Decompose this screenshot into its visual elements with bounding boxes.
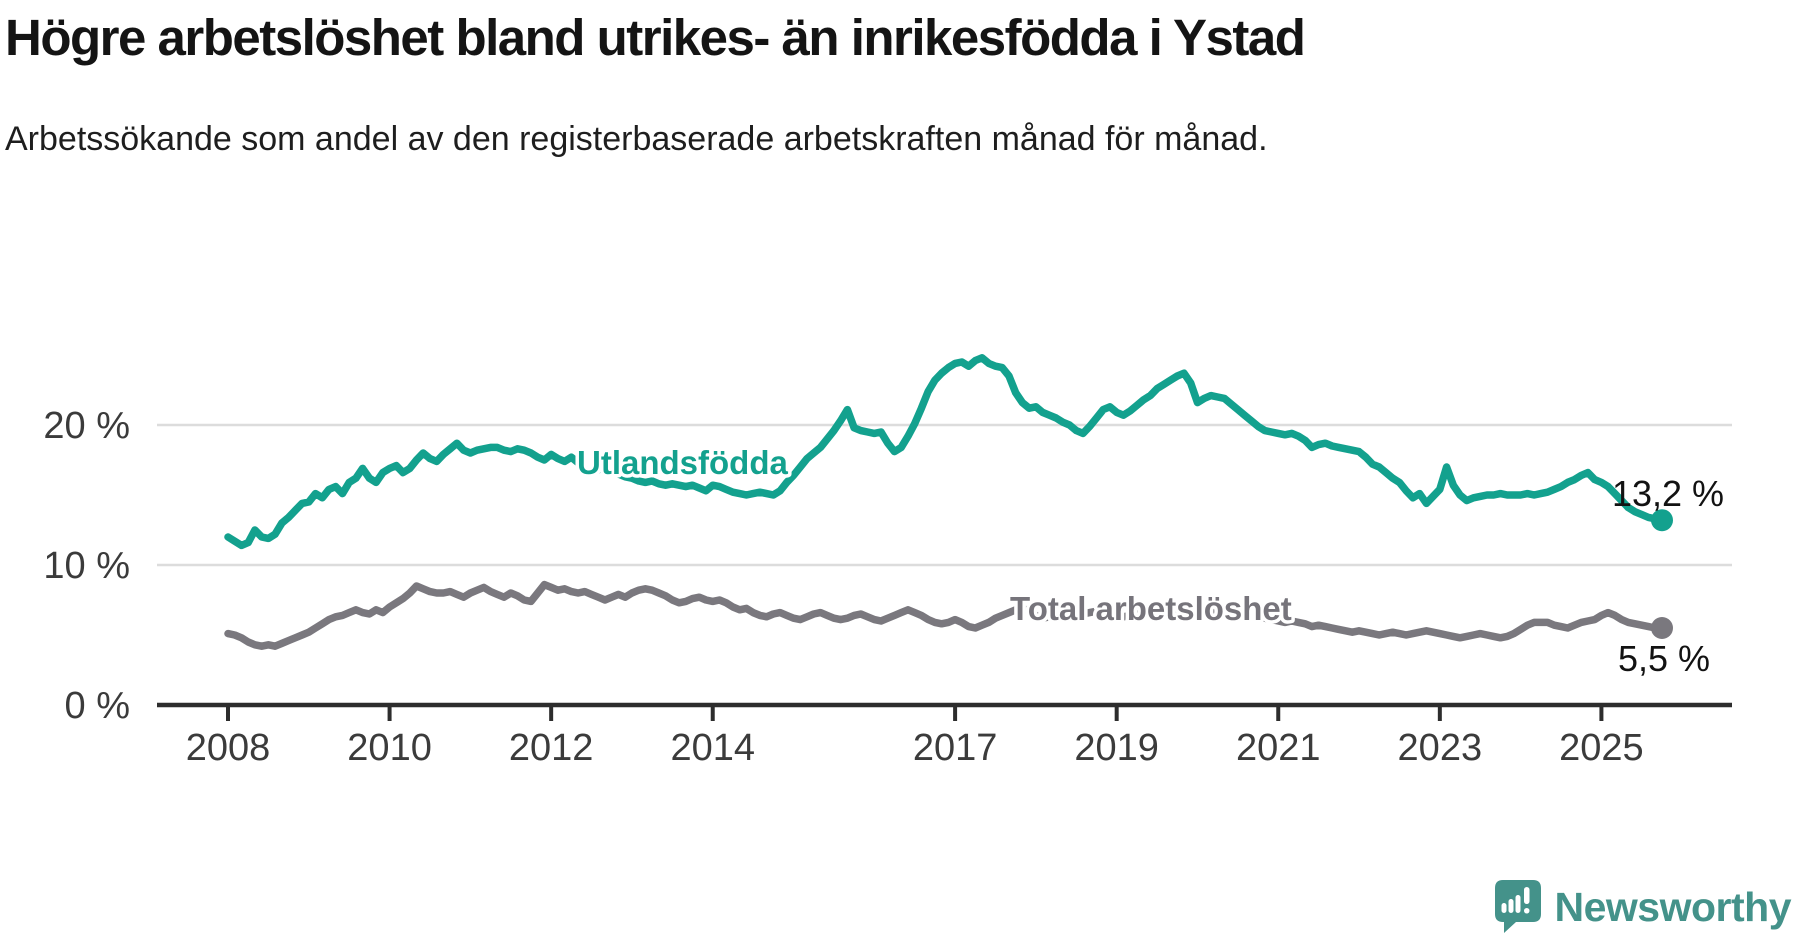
x-axis-tick-label: 2021 <box>1236 727 1321 769</box>
series-label-total: Total arbetslöshet <box>1010 590 1292 627</box>
x-axis-tick-label: 2010 <box>347 727 432 769</box>
y-axis-tick-label: 20 % <box>43 405 130 447</box>
chart-title: Högre arbetslöshet bland utrikes- än inr… <box>5 9 1306 66</box>
x-axis-tick-label: 2012 <box>509 727 594 769</box>
y-axis-tick-label: 10 % <box>43 545 130 587</box>
y-axis-tick-label: 0 % <box>65 685 130 727</box>
end-dot-total <box>1651 617 1673 639</box>
newsworthy-logo-icon <box>1494 880 1541 933</box>
newsworthy-logo: Newsworthy <box>1494 879 1792 935</box>
chart-subtitle: Arbetssökande som andel av den registerb… <box>5 120 1268 158</box>
x-axis-tick-label: 2014 <box>670 727 755 769</box>
x-axis-tick-label: 2019 <box>1074 727 1159 769</box>
x-axis-tick-label: 2023 <box>1398 727 1483 769</box>
line-total <box>224 580 1666 650</box>
x-axis-tick-label: 2025 <box>1559 727 1644 769</box>
series-label-foreign-born: Utlandsfödda <box>577 444 788 481</box>
x-axis-tick-label: 2017 <box>913 727 998 769</box>
newsworthy-logo-text: Newsworthy <box>1554 883 1792 930</box>
line-foreign-born <box>224 354 1666 550</box>
x-axis-tick-label: 2008 <box>186 727 271 769</box>
end-label-foreign-born: 13,2 % <box>1612 473 1724 514</box>
end-dot-foreign-born <box>1651 509 1673 532</box>
end-label-total: 5,5 % <box>1618 638 1710 679</box>
